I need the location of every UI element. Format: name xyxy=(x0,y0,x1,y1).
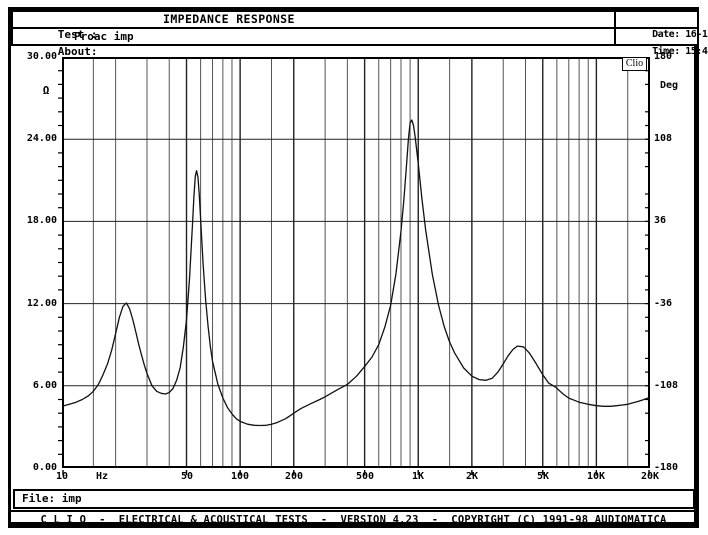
file-label: File: xyxy=(22,492,56,505)
about-label: About: xyxy=(57,45,98,58)
y-left-tick-18.00: 18.00 xyxy=(26,215,57,226)
about-value: Proac imp xyxy=(74,30,134,43)
x-tick-500: 500 xyxy=(355,471,375,482)
window-frame xyxy=(8,7,699,528)
time-value: 15:47:07 xyxy=(685,46,708,57)
test-label: Test : xyxy=(57,28,98,41)
impedance-curve xyxy=(61,119,651,427)
y-right-tick-108: 108 xyxy=(654,133,673,144)
page-title: IMPEDANCE RESPONSE xyxy=(163,12,295,26)
x-tick-2K: 2K xyxy=(465,471,479,482)
y-right-tick-36: 36 xyxy=(654,215,667,226)
x-tick-5K: 5K xyxy=(536,471,550,482)
file-bar: File: imp xyxy=(13,489,695,509)
y-left-tick-30.00: 30.00 xyxy=(26,51,57,62)
deg-unit-label: Deg xyxy=(659,80,679,91)
plot-border xyxy=(62,57,650,468)
header-about-row: About: Proac imp xyxy=(13,29,614,58)
y-right-tick--108: -108 xyxy=(654,380,679,391)
datetime-box: Date: 16-10-03 Time: 15:47:07 xyxy=(614,10,708,57)
y-left-tick-12.00: 12.00 xyxy=(26,298,57,309)
x-tick-200: 200 xyxy=(284,471,304,482)
y-right-tick-180: 180 xyxy=(654,51,673,62)
y-right-tick--36: -36 xyxy=(654,298,673,309)
x-tick-10: 10 xyxy=(55,471,69,482)
footer-separator xyxy=(8,510,699,512)
y-left-tick-0.00: 0.00 xyxy=(32,462,57,473)
date-row: Date: 16-10-03 xyxy=(616,12,708,40)
ohm-unit-label: Ω xyxy=(42,84,50,97)
date-label: Date: xyxy=(652,29,680,40)
clio-badge: Clio xyxy=(622,57,647,71)
impedance-response-plot xyxy=(58,57,651,475)
time-label: Time: xyxy=(652,46,680,57)
header-test-row: Test : IMPEDANCE RESPONSE xyxy=(13,12,614,41)
date-value: 16-10-03 xyxy=(685,29,708,40)
x-tick-50: 50 xyxy=(180,471,194,482)
time-row: Time: 15:47:07 xyxy=(616,29,708,57)
copyright-bar: C L I O - ELECTRICAL & ACOUSTICAL TESTS … xyxy=(40,514,667,526)
x-tick-1K: 1K xyxy=(411,471,425,482)
file-value: imp xyxy=(61,492,82,505)
hz-unit-label: Hz xyxy=(95,471,109,482)
header-box: Test : IMPEDANCE RESPONSE About: Proac i… xyxy=(11,10,616,58)
y-left-tick-24.00: 24.00 xyxy=(26,133,57,144)
x-tick-100: 100 xyxy=(230,471,250,482)
y-left-tick-6.00: 6.00 xyxy=(32,380,57,391)
x-tick-20K: 20K xyxy=(640,471,660,482)
y-right-tick--180: -180 xyxy=(654,462,679,473)
x-tick-10K: 10K xyxy=(586,471,606,482)
